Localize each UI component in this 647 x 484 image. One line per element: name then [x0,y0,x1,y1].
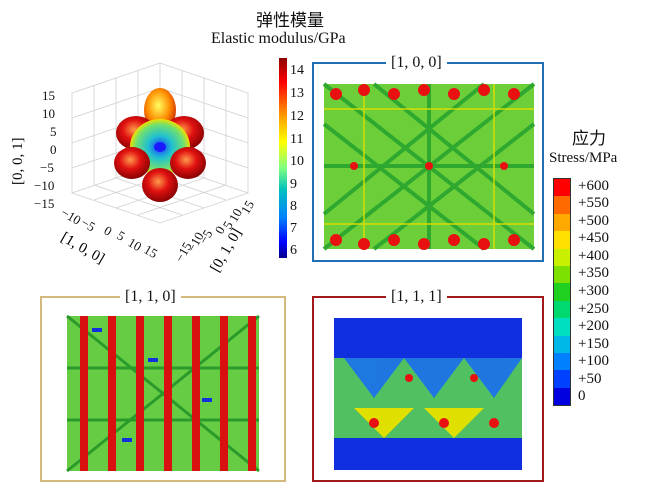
stress-swatch [554,179,570,196]
stress-swatch [554,231,570,248]
stress-legend-label: +250 [578,302,609,317]
stress-legend-label: +400 [578,249,609,264]
colorbar-tick: 7 [290,222,297,236]
modulus-title-cn: 弹性模量 [256,6,324,31]
x-tick: 10 [126,235,145,254]
panel-111: [1, 1, 1] [312,296,544,482]
lattice-stress-map-110 [42,298,284,480]
stress-legend-label: +350 [578,266,609,281]
panel-111-label: [1, 1, 1] [386,289,447,305]
stress-legend-label: +550 [578,196,609,211]
z-tick: 10 [42,106,55,121]
stress-swatch [554,196,570,213]
stress-legend-label: +100 [578,354,609,369]
stress-legend-label: +300 [578,284,609,299]
stress-legend-label: 0 [578,389,586,404]
stress-legend-label: +450 [578,231,609,246]
z-axis-ticks: 15 10 5 0 −5 −10 −15 [34,88,57,211]
colorbar-tick: 13 [290,87,304,101]
stress-legend-label: +150 [578,337,609,352]
panel-100-label: [1, 0, 0] [386,55,447,71]
z-tick: 15 [42,88,55,103]
colorbar-tick: 11 [290,133,303,147]
panel-110-label: [1, 1, 0] [120,289,181,305]
colorbar-tick: 14 [290,64,304,78]
colorbar-tick: 6 [290,244,297,258]
x-tick: 5 [115,228,128,244]
modulus-colorbar [279,58,287,258]
stress-swatch [554,353,570,370]
stress-legend-bar [553,178,571,406]
panel-100: [1, 0, 0] [312,62,544,262]
z-tick: −5 [40,160,54,175]
stress-swatch [554,301,570,318]
z-axis-label: [0, 0, 1] [10,138,26,186]
x-axis-label: [1, 0, 0] [58,230,107,268]
modulus-title-en: Elastic modulus/GPa [211,30,346,48]
lattice-stress-map-100 [314,64,542,260]
z-tick: −10 [34,178,54,193]
modulus-surface [114,88,206,202]
elastic-modulus-surface-plot: 15 10 5 0 −5 −10 −15 [0, 0, 1] −10 −5 0 … [0,55,280,295]
z-tick: 5 [50,124,57,139]
colorbar-tick: 8 [290,200,297,214]
stress-legend-label: +50 [578,372,601,387]
x-tick: 0 [102,223,115,239]
lattice-stress-map-111 [314,298,542,480]
x-tick: 15 [142,242,161,261]
stress-swatch [554,214,570,231]
stress-swatch [554,266,570,283]
z-tick: −15 [34,196,54,211]
stress-legend-label: +200 [578,319,609,334]
x-axis-ticks: −10 −5 0 5 10 15 [59,205,161,261]
stress-title-en: Stress/MPa [549,150,617,167]
stress-legend-label: +500 [578,214,609,229]
panel-110: [1, 1, 0] [40,296,286,482]
stress-swatch [554,283,570,300]
stress-swatch [554,318,570,335]
stress-swatch [554,336,570,353]
colorbar-tick: 9 [290,178,297,192]
colorbar-tick: 10 [290,155,304,169]
stress-swatch [554,249,570,266]
z-tick: 0 [50,142,57,157]
stress-swatch [554,388,570,405]
colorbar-tick: 12 [290,110,304,124]
stress-title-cn: 应力 [572,124,606,149]
stress-legend-label: +600 [578,179,609,194]
stress-swatch [554,370,570,387]
